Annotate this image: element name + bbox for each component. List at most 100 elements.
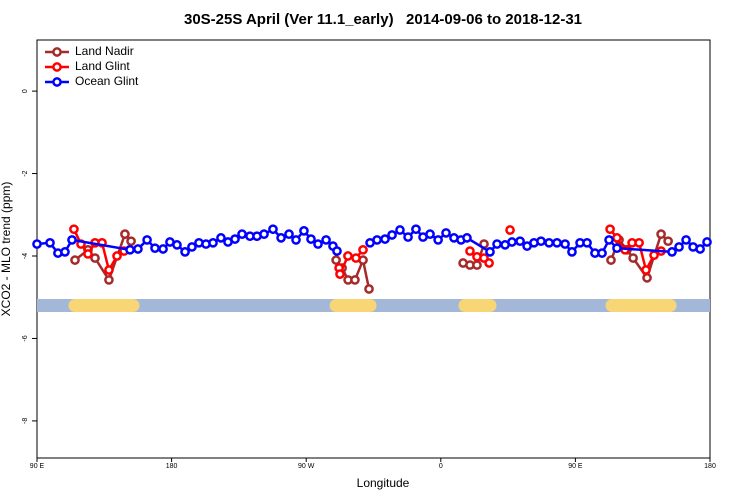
point	[67, 235, 77, 245]
point	[321, 235, 331, 245]
point	[403, 232, 413, 242]
y-tick-label: -4	[22, 253, 29, 259]
point	[380, 234, 390, 244]
point	[104, 265, 114, 275]
point	[567, 247, 577, 257]
point	[112, 251, 122, 261]
legend-item: Land Glint	[45, 59, 130, 73]
chart-title: 30S-25S April (Ver 11.1_early) 2014-09-0…	[184, 11, 582, 28]
point	[142, 235, 152, 245]
point	[237, 229, 247, 240]
point	[45, 237, 55, 248]
point	[667, 247, 677, 257]
point	[268, 224, 278, 235]
point	[69, 224, 79, 235]
point	[472, 260, 482, 270]
point	[276, 233, 286, 243]
legend-item: Ocean Glint	[45, 74, 139, 88]
y-tick-label: -6	[22, 335, 29, 341]
point	[208, 237, 218, 248]
point	[358, 244, 368, 255]
point	[681, 235, 691, 245]
point	[180, 247, 190, 257]
point	[259, 229, 269, 240]
legend-label: Ocean Glint	[75, 74, 139, 88]
point	[306, 234, 316, 244]
point	[612, 233, 622, 243]
point	[702, 237, 712, 247]
point	[332, 246, 342, 256]
point	[597, 248, 607, 258]
point	[60, 247, 70, 257]
point	[343, 251, 353, 261]
point	[433, 235, 443, 245]
point	[372, 235, 382, 245]
point	[634, 237, 644, 248]
point	[674, 242, 684, 252]
plot-frame	[36, 39, 711, 459]
x-axis-label: Longitude	[357, 476, 410, 490]
x-tick-label: 180	[166, 463, 178, 470]
point	[172, 240, 182, 250]
point	[291, 235, 301, 245]
point	[485, 247, 495, 257]
point	[441, 228, 451, 238]
point	[104, 275, 114, 285]
point	[462, 233, 472, 243]
legend-marker	[52, 77, 62, 87]
point	[505, 225, 515, 235]
point	[350, 275, 360, 285]
point	[582, 237, 592, 248]
point	[656, 229, 666, 240]
point	[90, 253, 100, 263]
point	[536, 236, 546, 247]
y-axis-label: XCO2 - MLO trend (ppm)	[0, 182, 13, 317]
point	[507, 237, 517, 247]
point	[515, 236, 525, 247]
point	[605, 224, 615, 235]
point	[70, 255, 80, 265]
point	[299, 226, 309, 236]
point	[120, 229, 130, 240]
point	[484, 258, 494, 268]
point	[351, 253, 361, 263]
x-tick-label: 90 W	[298, 463, 315, 470]
point	[158, 244, 168, 254]
point	[125, 244, 135, 255]
x-tick-label: 0	[439, 463, 443, 470]
y-tick-label: 0	[22, 89, 29, 93]
point	[133, 244, 143, 254]
point	[395, 225, 405, 235]
point	[641, 265, 651, 275]
point	[216, 233, 226, 243]
x-tick-label: 90 E	[568, 463, 583, 470]
point	[331, 255, 341, 265]
point	[284, 229, 294, 240]
point	[83, 249, 93, 259]
point	[544, 237, 554, 248]
point	[387, 230, 397, 240]
point	[604, 235, 614, 245]
legend-label: Land Glint	[75, 59, 130, 73]
point	[313, 239, 323, 249]
point	[560, 239, 570, 249]
point	[465, 246, 475, 256]
point	[642, 273, 652, 283]
point	[335, 269, 345, 279]
legend-marker	[52, 47, 62, 57]
legend-item: Land Nadir	[45, 44, 134, 58]
legend-label: Land Nadir	[75, 44, 134, 58]
point	[606, 255, 616, 265]
point	[364, 284, 374, 294]
point	[492, 239, 502, 249]
point	[411, 224, 421, 235]
point	[230, 234, 240, 244]
point	[425, 229, 435, 240]
x-tick-label: 90 E	[30, 463, 45, 470]
point	[126, 236, 136, 247]
point	[628, 253, 638, 263]
point	[150, 243, 160, 254]
y-tick-label: -2	[22, 170, 29, 176]
point	[552, 237, 562, 248]
